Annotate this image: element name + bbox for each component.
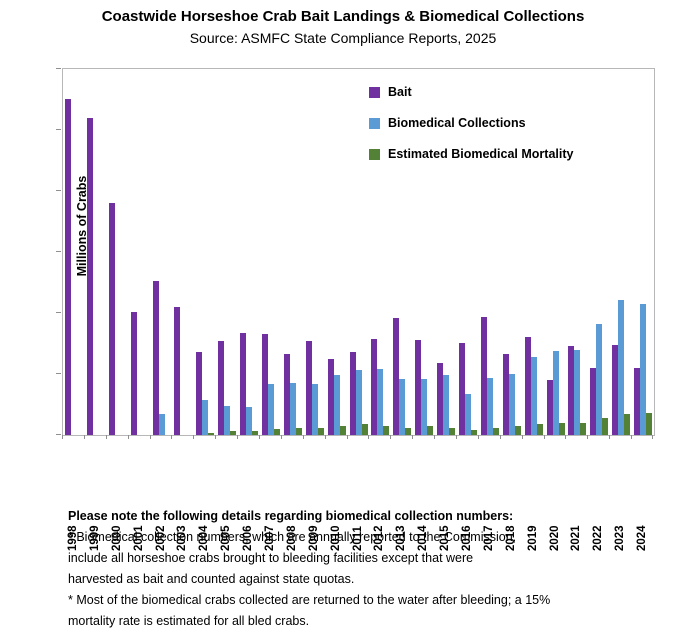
bar-biomedical-2008 bbox=[289, 383, 296, 435]
chart-title: Coastwide Horseshoe Crab Bait Landings &… bbox=[101, 8, 585, 25]
chart-subtitle: Source: ASMFC State Compliance Reports, … bbox=[189, 30, 497, 46]
bar-biomedical-2004 bbox=[202, 400, 209, 435]
bar-bait-2015 bbox=[437, 363, 444, 435]
footnote-heading: Please note the following details regard… bbox=[68, 509, 514, 523]
y-tick bbox=[56, 433, 61, 435]
bar-estimated-2017 bbox=[492, 428, 499, 435]
legend-item-biomedical: Biomedical Collections bbox=[369, 116, 573, 130]
bar-biomedical-2016 bbox=[465, 394, 471, 435]
bar-bait-2007 bbox=[262, 334, 268, 435]
bar-biomedical-2007 bbox=[268, 384, 274, 435]
legend-item-mortality: Estimated Biomedical Mortality bbox=[369, 147, 573, 161]
bar-estimated-2006 bbox=[252, 431, 259, 435]
bar-bait-2019 bbox=[524, 337, 531, 435]
bar-bait-2011 bbox=[349, 352, 356, 435]
bar-bait-2009 bbox=[305, 341, 312, 435]
bar-bait-2023 bbox=[612, 345, 619, 435]
y-tick bbox=[56, 67, 61, 69]
bar-biomedical-2009 bbox=[311, 384, 318, 435]
bar-biomedical-2013 bbox=[399, 379, 406, 435]
bar-estimated-2011 bbox=[361, 424, 368, 435]
bar-biomedical-2018 bbox=[508, 374, 515, 435]
bar-biomedical-2023 bbox=[618, 300, 625, 435]
bar-biomedical-2002 bbox=[158, 414, 165, 435]
bar-biomedical-2005 bbox=[224, 406, 231, 435]
y-tick bbox=[56, 128, 61, 130]
bait-swatch-icon bbox=[369, 86, 380, 98]
legend-label-mortality: Estimated Biomedical Mortality bbox=[388, 147, 574, 161]
y-tick bbox=[56, 189, 61, 191]
bar-estimated-2013 bbox=[405, 428, 412, 435]
bar-bait-2014 bbox=[415, 340, 422, 435]
y-tick bbox=[56, 311, 61, 313]
bar-estimated-2010 bbox=[339, 426, 346, 435]
bar-bait-2017 bbox=[480, 317, 487, 435]
bar-bait-2001 bbox=[130, 312, 137, 435]
mortality-swatch-icon bbox=[369, 148, 380, 160]
bar-estimated-2022 bbox=[602, 418, 609, 435]
y-tick bbox=[56, 250, 61, 252]
bar-bait-2004 bbox=[196, 352, 203, 435]
bar-biomedical-2015 bbox=[443, 375, 450, 435]
bar-biomedical-2010 bbox=[333, 375, 340, 435]
legend-label-bait: Bait bbox=[388, 85, 412, 99]
plot-area: Millions of Crabs Bait Biomedical Collec… bbox=[62, 68, 655, 436]
bar-bait-2016 bbox=[459, 343, 465, 435]
bar-biomedical-2019 bbox=[530, 357, 537, 435]
bar-estimated-2018 bbox=[514, 426, 521, 435]
bar-estimated-2019 bbox=[536, 424, 543, 435]
footnote: Please note the following details regard… bbox=[68, 506, 650, 632]
bar-biomedical-2024 bbox=[640, 304, 647, 435]
bar-estimated-2020 bbox=[558, 423, 565, 435]
bar-biomedical-2017 bbox=[486, 378, 493, 435]
bar-estimated-2014 bbox=[427, 426, 434, 435]
bar-estimated-2024 bbox=[646, 413, 653, 435]
y-tick bbox=[56, 372, 61, 374]
bar-estimated-2016 bbox=[471, 430, 477, 435]
bar-estimated-2021 bbox=[580, 423, 587, 435]
bar-bait-2006 bbox=[240, 333, 247, 435]
bar-estimated-2007 bbox=[274, 429, 280, 435]
bar-bait-2008 bbox=[283, 354, 290, 435]
bar-estimated-2012 bbox=[383, 426, 390, 435]
bar-bait-2021 bbox=[568, 346, 575, 435]
legend-item-bait: Bait bbox=[369, 85, 573, 99]
bar-estimated-2004 bbox=[208, 433, 215, 435]
bar-biomedical-2014 bbox=[421, 379, 428, 435]
bar-bait-1999 bbox=[86, 118, 93, 435]
bar-bait-2003 bbox=[174, 307, 181, 435]
bar-bait-2012 bbox=[371, 339, 378, 435]
bar-bait-2020 bbox=[546, 380, 553, 435]
bar-bait-2005 bbox=[218, 341, 225, 435]
bar-estimated-2023 bbox=[624, 414, 631, 435]
bar-bait-2018 bbox=[502, 354, 509, 435]
bar-bait-2024 bbox=[634, 368, 641, 435]
legend: Bait Biomedical Collections Estimated Bi… bbox=[369, 85, 573, 178]
legend-label-biomedical: Biomedical Collections bbox=[388, 116, 526, 130]
bar-biomedical-2022 bbox=[596, 324, 603, 435]
bar-bait-2002 bbox=[152, 281, 159, 435]
bar-biomedical-2011 bbox=[355, 370, 362, 435]
bar-estimated-2015 bbox=[449, 428, 456, 435]
bar-bait-2013 bbox=[393, 318, 400, 435]
bar-bait-1998 bbox=[65, 99, 71, 435]
biomedical-swatch-icon bbox=[369, 117, 380, 129]
footnote-body: * Biomedical collection numbers, which a… bbox=[68, 530, 551, 628]
bar-estimated-2005 bbox=[230, 431, 237, 435]
bar-bait-2022 bbox=[590, 368, 597, 435]
bar-bait-2010 bbox=[327, 359, 334, 435]
bar-biomedical-2006 bbox=[246, 407, 253, 435]
bar-biomedical-2012 bbox=[377, 369, 384, 435]
bar-estimated-2008 bbox=[295, 428, 302, 435]
bar-biomedical-2020 bbox=[552, 351, 559, 435]
bar-biomedical-2021 bbox=[574, 350, 581, 435]
bar-bait-2000 bbox=[108, 203, 115, 435]
bar-estimated-2009 bbox=[317, 428, 324, 435]
